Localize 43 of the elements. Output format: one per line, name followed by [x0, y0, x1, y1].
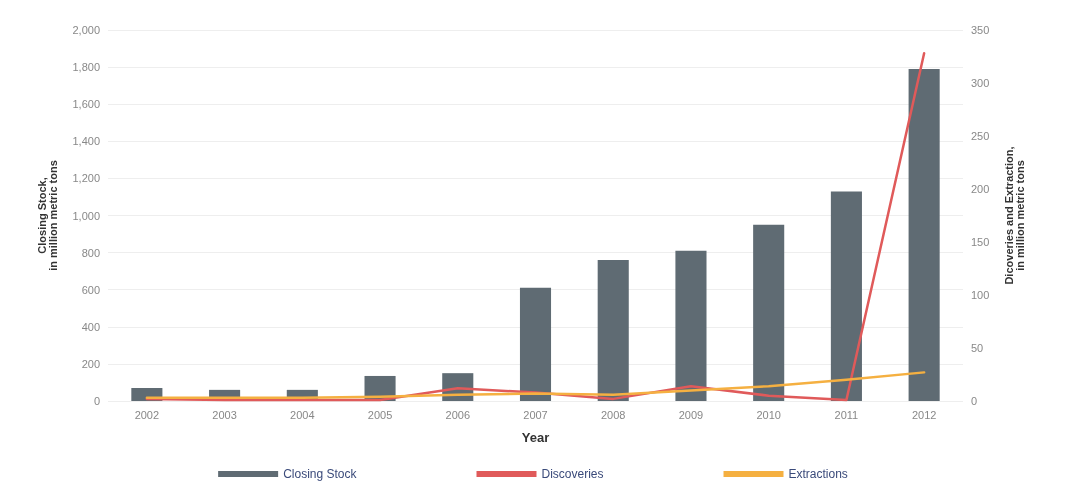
y-tick-label: 1,600 — [72, 98, 100, 111]
y-tick-label: 200 — [81, 357, 100, 370]
y2-tick-label: 50 — [971, 342, 984, 354]
x-tick-label: 2002 — [134, 408, 160, 421]
y-tick-label: 0 — [93, 395, 100, 407]
bar — [908, 68, 940, 401]
bar — [519, 287, 552, 401]
x-tick-label: 2004 — [290, 408, 315, 421]
y-tick-label: 1,800 — [72, 61, 100, 74]
y-tick-label: 1,000 — [72, 209, 100, 222]
y2-tick-label: 200 — [971, 183, 990, 195]
y-tick-label: 600 — [81, 283, 100, 296]
y2-tick-label: 250 — [971, 130, 990, 142]
y-tick-label: 2,000 — [72, 24, 100, 36]
x-tick-label: 2005 — [367, 408, 393, 421]
y-tick-label: 400 — [81, 320, 100, 333]
legend-label: Discoveries — [541, 467, 604, 481]
y-tick-label: 1,200 — [72, 172, 100, 185]
x-tick-label: 2011 — [834, 408, 859, 421]
bar — [753, 224, 785, 401]
y-axis-title: Closing Stock, in million metric tons — [35, 160, 59, 271]
bar — [597, 260, 629, 401]
legend-label: Closing Stock — [283, 467, 358, 481]
y-tick-label: 800 — [81, 246, 100, 259]
y2-tick-label: 100 — [971, 289, 990, 301]
y2-tick-label: 350 — [971, 24, 990, 36]
x-tick-label: 2010 — [756, 408, 781, 421]
x-tick-label: 2008 — [600, 408, 626, 421]
legend-label: Extractions — [788, 467, 848, 481]
line-series — [145, 371, 926, 400]
y2-tick-label: 150 — [971, 236, 990, 248]
bar — [675, 250, 707, 401]
x-tick-label: 2003 — [212, 408, 237, 421]
y2-axis-title: Dicoveries and Extraction, in million metric tons — [1002, 146, 1026, 285]
y-tick-label: 1,400 — [72, 135, 100, 148]
x-tick-label: 2006 — [445, 408, 471, 421]
bar — [830, 191, 862, 401]
x-axis-title: Year — [521, 430, 550, 445]
x-tick-label: 2007 — [523, 408, 548, 421]
y2-tick-label: 300 — [971, 77, 990, 89]
x-tick-label: 2012 — [911, 408, 937, 421]
y2-tick-label: 0 — [971, 395, 978, 407]
x-tick-label: 2009 — [678, 408, 704, 421]
